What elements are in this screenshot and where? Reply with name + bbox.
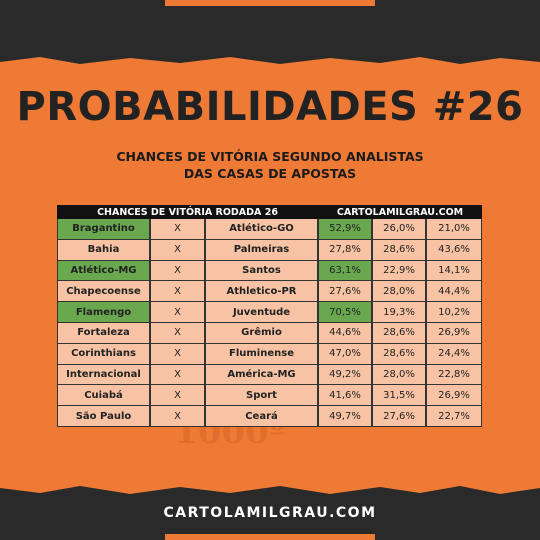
table-cell: Atlético-MG [57,260,150,282]
table-cell: 27,6% [372,406,426,427]
table-cell: 70,5% [318,302,372,323]
table-cell: 28,0% [372,281,426,303]
table-cell: 43,6% [426,239,482,261]
table-cell: 21,0% [426,219,482,240]
table-cell: Cuiabá [57,385,150,407]
table-cell: 49,7% [318,406,372,427]
title: PROBABILIDADES #26 [16,84,524,130]
table-row: Cuiabá X Sport 41,6% 31,5% 26,9% [57,385,482,407]
table-cell: 26,9% [426,385,482,407]
table-row: Chapecoense X Athletico-PR 27,6% 28,0% 44,4% [57,281,482,303]
header-cell: CHANCES DE VITÓRIA RODADA 26 [57,205,318,219]
table-cell: 22,8% [426,364,482,386]
table-cell: 14,1% [426,260,482,282]
table-cell: 22,9% [372,260,426,282]
table-cell: Bahia [57,239,150,261]
table-cell: Santos [205,260,318,282]
table-cell: X [150,302,205,323]
table-cell: X [150,343,205,365]
footer: CARTOLAMILGRAU.COM [163,505,377,521]
table-cell: 22,7% [426,406,482,427]
table-cell: 31,5% [372,385,426,407]
table-cell: X [150,260,205,282]
table-cell: 26,0% [372,219,426,240]
table-cell: Juventude [205,302,318,323]
table-cell: Bragantino [57,219,150,240]
header-row: CHANCES DE VITÓRIA RODADA 26 CARTOLAMILGR… [57,205,482,219]
table-cell: X [150,219,205,240]
table-cell: 26,9% [426,322,482,344]
table-cell: 27,8% [318,239,372,261]
table-cell: 52,9% [318,219,372,240]
table-cell: X [150,385,205,407]
table-cell: Sport [205,385,318,407]
table-cell: X [150,406,205,427]
table-cell: Corinthians [57,343,150,365]
table-cell: Athletico-PR [205,281,318,303]
table-row: Atlético-MG X Santos 63,1% 22,9% 14,1% [57,260,482,282]
table-cell: Grêmio [205,322,318,344]
subtitle: DAS CASAS DE APOSTAS [183,166,357,181]
table-cell: 41,6% [318,385,372,407]
table-cell: X [150,281,205,303]
table-cell: Flamengo [57,302,150,323]
table-cell: Fluminense [205,343,318,365]
table-row: São Paulo X Ceará 49,7% 27,6% 22,7% [57,406,482,427]
table-row: Bragantino X Atlético-GO 52,9% 26,0% 21,0% [57,219,482,240]
table-cell: 47,0% [318,343,372,365]
table-cell: X [150,322,205,344]
table-cell: São Paulo [57,406,150,427]
table-cell: 28,6% [372,343,426,365]
table-cell: Fortaleza [57,322,150,344]
table-cell: Ceará [205,406,318,427]
table-cell: 10,2% [426,302,482,323]
table-cell: 49,2% [318,364,372,386]
table-cell: 27,6% [318,281,372,303]
table-cell: América-MG [205,364,318,386]
table-cell: 28,6% [372,239,426,261]
table-cell: Chapecoense [57,281,150,303]
table-row: Fortaleza X Grêmio 44,6% 28,6% 26,9% [57,322,482,344]
table-cell: 44,6% [318,322,372,344]
table: CHANCES DE VITÓRIA RODADA 26 CARTOLAMILGR… [57,205,482,427]
table-cell: 24,4% [426,343,482,365]
table-cell: X [150,239,205,261]
table-row: Bahia X Palmeiras 27,8% 28,6% 43,6% [57,239,482,261]
table-cell: Internacional [57,364,150,386]
table-cell: 19,3% [372,302,426,323]
table-cell: Atlético-GO [205,219,318,240]
table-cell: X [150,364,205,386]
table-cell: 44,4% [426,281,482,303]
table-row: Flamengo X Juventude 70,5% 19,3% 10,2% [57,302,482,323]
table-cell: 28,0% [372,364,426,386]
table-row: Internacional X América-MG 49,2% 28,0% 22,8% [57,364,482,386]
header-cell: CARTOLAMILGRAU.COM [318,205,482,219]
table-cell: 28,6% [372,322,426,344]
table-cell: Palmeiras [205,239,318,261]
subtitle: CHANCES DE VITÓRIA SEGUNDO ANALISTAS [116,149,424,164]
table-cell: 63,1% [318,260,372,282]
table-row: Corinthians X Fluminense 47,0% 28,6% 24,4% [57,343,482,365]
